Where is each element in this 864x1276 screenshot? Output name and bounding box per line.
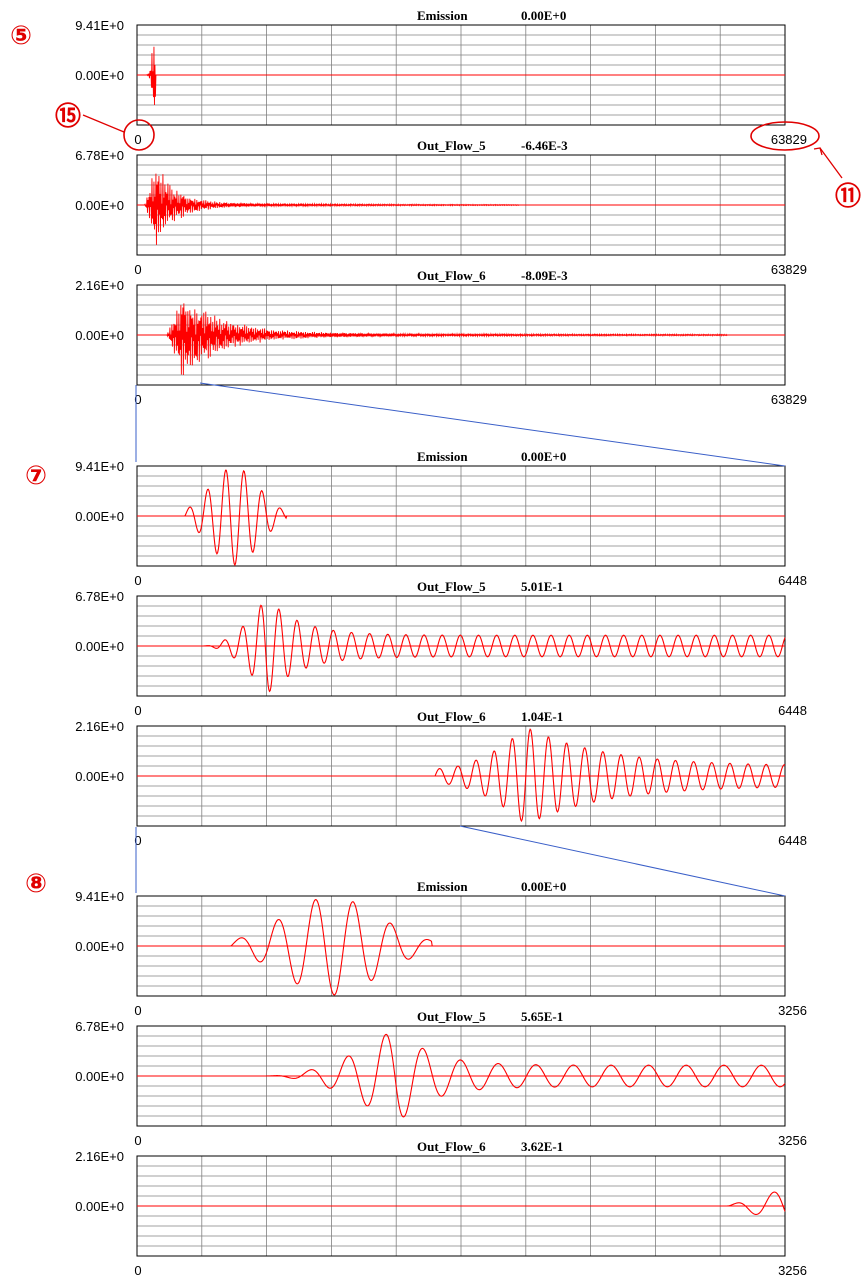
chart-title: Out_Flow_6 xyxy=(417,709,486,724)
zoom-line xyxy=(459,825,786,897)
x-min-label: 0 xyxy=(134,1263,141,1276)
chart-value: 5.01E-1 xyxy=(521,579,563,594)
y-zero-label: 0.00E+0 xyxy=(75,328,124,343)
waveform-series xyxy=(137,173,785,245)
annotation-arrow xyxy=(819,147,843,179)
waveform-series xyxy=(137,46,785,106)
x-min-label: 0 xyxy=(134,1133,141,1148)
y-zero-label: 0.00E+0 xyxy=(75,639,124,654)
y-zero-label: 0.00E+0 xyxy=(75,198,124,213)
y-max-label: 2.16E+0 xyxy=(75,1149,124,1164)
zoom-connectors xyxy=(135,382,786,897)
x-max-label: 63829 xyxy=(771,392,807,407)
chart-panel: Emission 0.00E+0 9.41E+0 0.00E+0 0 3256 xyxy=(75,879,807,1018)
x-min-label: 0 xyxy=(134,262,141,277)
waveform-series xyxy=(137,728,786,823)
chart-panel: Emission 0.00E+0 9.41E+0 0.00E+0 0 63829 xyxy=(75,8,807,147)
annotation-11: ⑪ xyxy=(835,181,861,212)
y-zero-label: 0.00E+0 xyxy=(75,1069,124,1084)
chart-value: -8.09E-3 xyxy=(521,268,568,283)
x-min-label: 0 xyxy=(134,573,141,588)
x-min-label: 0 xyxy=(134,1003,141,1018)
chart-title: Emission xyxy=(417,879,468,894)
annotation-8: ⑧ xyxy=(25,869,47,899)
chart-value: -6.46E-3 xyxy=(521,138,568,153)
waveform-series xyxy=(137,1033,786,1118)
x-max-label: 63829 xyxy=(771,132,807,147)
x-min-label: 0 xyxy=(134,833,141,848)
waveform-series xyxy=(137,604,786,693)
chart-value: 5.65E-1 xyxy=(521,1009,563,1024)
chart-panel: Out_Flow_6 3.62E-1 2.16E+0 0.00E+0 0 3256 xyxy=(75,1139,807,1276)
chart-title: Out_Flow_5 xyxy=(417,1009,486,1024)
chart-panel: Out_Flow_5 5.65E-1 6.78E+0 0.00E+0 0 3256 xyxy=(75,1009,807,1148)
chart-value: 0.00E+0 xyxy=(521,879,566,894)
chart-value: 1.04E-1 xyxy=(521,709,563,724)
y-max-label: 6.78E+0 xyxy=(75,148,124,163)
x-max-label: 6448 xyxy=(778,703,807,718)
chart-value: 3.62E-1 xyxy=(521,1139,563,1154)
chart-panel: Out_Flow_5 5.01E-1 6.78E+0 0.00E+0 0 6448 xyxy=(75,579,807,718)
chart-title: Out_Flow_6 xyxy=(417,1139,486,1154)
annotation-circle xyxy=(123,119,155,151)
y-zero-label: 0.00E+0 xyxy=(75,769,124,784)
waveform-series xyxy=(137,899,785,996)
chart-title: Out_Flow_6 xyxy=(417,268,486,283)
y-max-label: 9.41E+0 xyxy=(75,889,124,904)
chart-panel: Emission 0.00E+0 9.41E+0 0.00E+0 0 6448 xyxy=(75,449,807,588)
chart-value: 0.00E+0 xyxy=(521,8,566,23)
x-max-label: 3256 xyxy=(778,1263,807,1276)
y-max-label: 2.16E+0 xyxy=(75,278,124,293)
chart-panel: Out_Flow_6 -8.09E-3 2.16E+0 0.00E+0 0 63829 xyxy=(75,268,807,407)
y-max-label: 6.78E+0 xyxy=(75,589,124,604)
annotations: ⑤ ⑮ ⑪ ⑦ ⑧ xyxy=(10,21,861,899)
chart-panel: Out_Flow_6 1.04E-1 2.16E+0 0.00E+0 0 6448 xyxy=(75,709,807,848)
x-max-label: 3256 xyxy=(778,1003,807,1018)
annotation-15: ⑮ xyxy=(55,101,81,132)
x-min-label: 0 xyxy=(134,703,141,718)
x-max-label: 3256 xyxy=(778,1133,807,1148)
y-zero-label: 0.00E+0 xyxy=(75,68,124,83)
waveform-series xyxy=(137,1191,786,1216)
x-max-label: 6448 xyxy=(778,573,807,588)
x-min-label: 0 xyxy=(134,132,141,147)
y-max-label: 6.78E+0 xyxy=(75,1019,124,1034)
y-max-label: 9.41E+0 xyxy=(75,18,124,33)
y-max-label: 9.41E+0 xyxy=(75,459,124,474)
x-max-label: 6448 xyxy=(778,833,807,848)
arrow-head xyxy=(813,147,823,156)
x-max-label: 63829 xyxy=(771,262,807,277)
zoom-line xyxy=(199,382,786,467)
x-min-label: 0 xyxy=(134,392,141,407)
chart-panel: Out_Flow_5 -6.46E-3 6.78E+0 0.00E+0 0 63829 xyxy=(75,138,807,277)
chart-title: Emission xyxy=(417,8,468,23)
annotation-5: ⑤ xyxy=(10,21,32,51)
y-max-label: 2.16E+0 xyxy=(75,719,124,734)
annotation-7: ⑦ xyxy=(25,461,47,491)
chart-title: Out_Flow_5 xyxy=(417,138,486,153)
annotation-arrow xyxy=(82,114,125,133)
y-zero-label: 0.00E+0 xyxy=(75,509,124,524)
y-zero-label: 0.00E+0 xyxy=(75,939,124,954)
chart-title: Out_Flow_5 xyxy=(417,579,486,594)
waveform-series xyxy=(137,303,785,376)
annotation-ellipse xyxy=(750,121,820,151)
chart-value: 0.00E+0 xyxy=(521,449,566,464)
y-zero-label: 0.00E+0 xyxy=(75,1199,124,1214)
waveform-series xyxy=(137,469,785,567)
chart-title: Emission xyxy=(417,449,468,464)
